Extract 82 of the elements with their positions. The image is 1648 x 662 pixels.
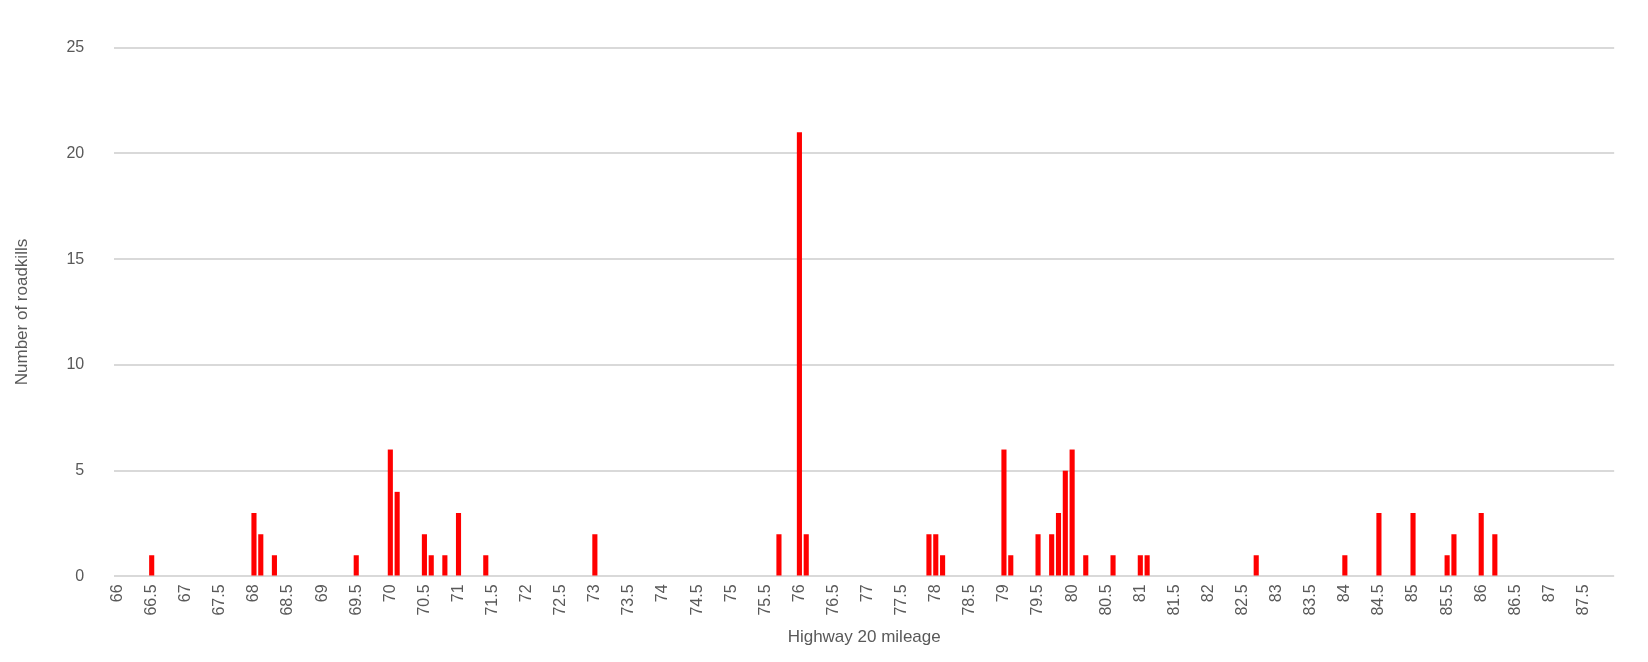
bar [1144,555,1150,576]
x-tick-label: 85 [1403,584,1421,603]
x-tick-label: 86 [1471,584,1489,603]
bar [940,555,946,576]
x-tick-label: 79 [994,584,1012,603]
bar [483,555,489,576]
x-tick-label: 81.5 [1164,584,1182,616]
x-tick-label: 74 [653,584,671,603]
x-tick-label: 69.5 [346,584,364,616]
x-tick-label: 84.5 [1369,584,1387,616]
x-tick-label: 82 [1198,584,1216,603]
bar [1492,534,1498,576]
bar [149,555,155,576]
x-tick-label: 66 [108,584,126,603]
x-tick-label: 77.5 [892,584,910,616]
x-tick-label: 67.5 [210,584,228,616]
bar [1049,534,1055,576]
x-tick-label: 80.5 [1096,584,1114,616]
x-tick-label: 85.5 [1437,584,1455,616]
x-tick-label: 67 [176,584,194,603]
bar [1376,513,1382,576]
bar [353,555,359,576]
x-tick-label: 71.5 [483,584,500,616]
bar [1137,555,1143,576]
y-tick-label: 0 [75,566,85,584]
bar [1478,513,1484,576]
bar [1069,449,1075,576]
bar [1110,555,1116,576]
bar [1055,513,1062,576]
bar [387,449,393,576]
y-tick-label: 20 [66,143,85,161]
bar [442,555,448,576]
x-tick-label: 72.5 [551,584,569,616]
x-tick-label: 76.5 [823,584,841,616]
bar [803,534,809,576]
bar [1062,470,1068,576]
x-tick-label: 68.5 [278,584,296,616]
bar [455,513,462,576]
y-axis-title: Number of roadkills [11,238,31,386]
x-tick-label: 75.5 [755,584,773,616]
x-tick-label: 87.5 [1573,584,1591,616]
x-tick-label: 81 [1130,584,1148,603]
x-tick-label: 70.5 [414,584,432,616]
bar [1410,513,1416,576]
x-tick-label: 82.5 [1232,584,1250,616]
y-tick-label: 25 [66,38,85,56]
x-axis-title: Highway 20 mileage [787,627,941,647]
x-tick-label: 86.5 [1505,584,1523,616]
x-tick-label: 70 [380,584,398,603]
bar [421,534,427,576]
x-tick-label: 78.5 [960,584,978,616]
bar [271,555,277,576]
bar [776,534,782,576]
x-tick-label: 83.5 [1301,584,1319,616]
x-tick-label: 72 [517,584,535,603]
x-tick-label: 84 [1335,584,1353,603]
x-tick-label: 73 [585,584,603,603]
y-tick-label: 5 [75,461,85,479]
x-tick-label: 75 [721,584,739,603]
y-tick-label: 10 [66,355,85,373]
x-tick-label: 78 [926,584,944,603]
bar [796,132,802,576]
x-tick-label: 77 [858,584,875,603]
bar [592,534,598,576]
x-tick-label: 76 [789,584,807,603]
bar [1253,555,1259,576]
bar [1083,555,1089,576]
x-tick-label: 87 [1539,584,1557,603]
bar [428,555,434,576]
x-tick-label: 79.5 [1028,584,1046,616]
x-tick-label: 69 [312,584,330,603]
y-tick-label: 15 [66,249,85,267]
x-tick-label: 83 [1267,584,1285,603]
x-tick-label: 80 [1062,584,1080,603]
x-tick-label: 66.5 [142,584,160,616]
bar [394,491,400,576]
x-tick-label: 71 [448,584,466,603]
x-tick-label: 68 [244,584,262,603]
x-tick-label: 73.5 [619,584,637,616]
bar [1342,555,1348,576]
bar [1035,534,1041,576]
x-tick-label: 74.5 [687,584,705,616]
